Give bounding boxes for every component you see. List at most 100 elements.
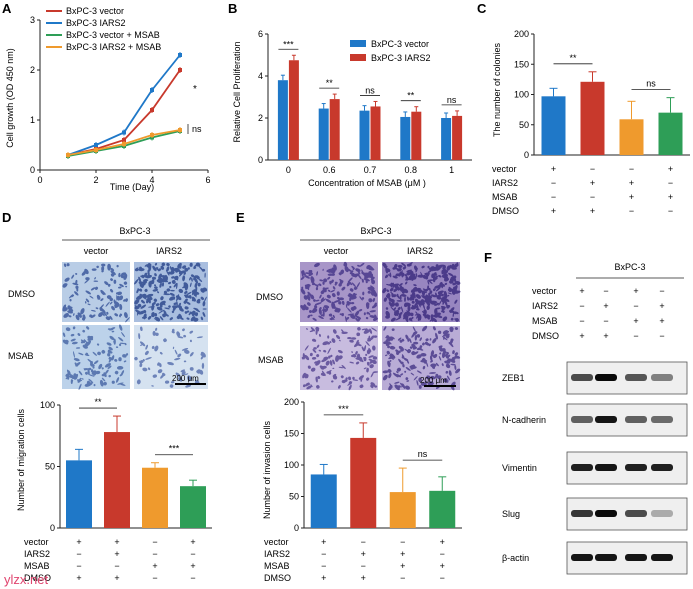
- panel-d-msab-iars2-cell: [154, 345, 159, 352]
- panel-e-msab-vector-cell: [370, 335, 375, 340]
- panel-d-msab-vector-cell: [99, 379, 104, 387]
- panel-f-band: [625, 464, 647, 471]
- panel-c-ytick-label: 0: [524, 150, 529, 160]
- panel-d-dmso-iars2-cell: [196, 277, 200, 280]
- panel-d-msab-iars2-cell: [152, 330, 156, 336]
- panel-e-dmso-iars2-cell: [411, 316, 414, 319]
- panel-d-dmso-iars2-cell: [202, 308, 207, 310]
- panel-f-row-sign: −: [659, 331, 664, 341]
- panel-e-dmso-vector-cell: [322, 268, 324, 271]
- panel-e-row-label: DMSO: [264, 573, 291, 583]
- panel-e-dmso-iars2-cell: [398, 312, 402, 320]
- panel-d-ylabel: Number of migration cells: [16, 408, 26, 511]
- panel-e-msab-vector-cell: [330, 354, 333, 358]
- panel-d-dmso-iars2-cell: [146, 263, 152, 268]
- panel-f-band: [571, 510, 593, 517]
- panel-e-col-vector: vector: [324, 246, 349, 256]
- panel-c-row-sign: +: [668, 192, 673, 202]
- panel-d-dmso-iars2-cell: [173, 282, 178, 288]
- panel-d-msab-vector-cell: [118, 337, 124, 342]
- panel-e-dmso-iars2-cell: [440, 293, 444, 297]
- panel-e-dmso-iars2-cells: [382, 262, 461, 323]
- panel-d-dmso-vector-cell: [100, 289, 105, 296]
- panel-e-msab-vector-cell: [364, 328, 368, 332]
- panel-d-dmso-vector-cell: [108, 283, 111, 287]
- panel-d-dmso-vector-cell: [107, 265, 111, 271]
- panel-b-xtick-label: 0.7: [364, 165, 377, 175]
- panel-f-band: [571, 374, 593, 381]
- panel-f-band: [651, 374, 673, 381]
- panel-d-msab-vector-cell: [108, 357, 112, 363]
- panel-e-row-sign: +: [440, 561, 445, 571]
- panel-d-msab-vector-cell: [77, 333, 81, 336]
- panel-d-dmso-iars2-cell: [204, 272, 206, 278]
- panel-d-dmso-vector-cell: [95, 307, 99, 310]
- panel-e-dmso-vector-cell: [325, 298, 332, 303]
- panel-e-dmso-vector-cell: [319, 279, 324, 282]
- panel-f-row-sign: +: [633, 316, 638, 326]
- panel-e-msab-vector-cell: [312, 349, 317, 353]
- panel-d-msab-vector-cell: [76, 379, 83, 382]
- panel-d-msab-iars2-cell: [169, 384, 174, 388]
- panel-e-msab-iars2-cell: [413, 351, 419, 355]
- panel-e-msab-vector-cell: [309, 352, 313, 357]
- panel-d-msab-iars2-cell: [145, 357, 152, 360]
- panel-a-point: [94, 143, 98, 147]
- panel-e-msab-vector-cell: [315, 376, 318, 383]
- panel-d-row-sign: +: [114, 549, 119, 559]
- panel-d-msab-vector-cell: [78, 370, 83, 376]
- panel-e-dmso-vector-cell: [365, 316, 369, 320]
- panel-c-ytick-label: 100: [514, 90, 529, 100]
- panel-f-cellline: BxPC-3: [614, 262, 645, 272]
- panel-f-band: [625, 374, 647, 381]
- panel-d-dmso-vector-cell: [75, 314, 80, 321]
- panel-f-blot-label: ZEB1: [502, 373, 525, 383]
- panel-e-dmso-iars2-cell: [414, 298, 420, 305]
- panel-e-dmso-iars2-cell: [388, 273, 390, 277]
- panel-e-msab-iars2-cell: [392, 372, 399, 378]
- panel-e-msab-iars2-cell: [387, 361, 391, 365]
- panel-e-dmso-iars2-cell: [389, 287, 394, 292]
- panel-d-msab-vector-cell: [89, 335, 94, 339]
- panel-d-msab-vector-cell: [88, 374, 95, 377]
- panel-d-dmso-iars2-cell: [193, 307, 199, 311]
- panel-d-msab-iars2-cell: [144, 350, 149, 356]
- panel-e-dmso-iars2-cell: [393, 307, 397, 311]
- panel-b-ytick-label: 0: [258, 155, 263, 165]
- panel-e-dmso-iars2-cell: [422, 310, 426, 315]
- panel-d-dmso-iars2-cell: [157, 268, 162, 272]
- panel-d-msab-vector-cell: [62, 339, 69, 345]
- panel-e-dmso-iars2-cell: [385, 268, 391, 273]
- panel-e-dmso-vector-cell: [329, 280, 332, 285]
- panel-e-dmso-vector-cell: [339, 280, 344, 286]
- panel-label-d: D: [2, 210, 11, 225]
- panel-e-dmso-vector-cell: [303, 295, 308, 300]
- panel-d-dmso-vector-cell: [90, 287, 96, 291]
- panel-e-dmso-iars2-cell: [390, 317, 396, 322]
- panel-d-dmso-iars2-cell: [161, 262, 166, 267]
- panel-d-dmso-vector-cell: [119, 313, 123, 316]
- panel-d-dmso-vector-cell: [94, 286, 99, 290]
- panel-e-msab-iars2-cell: [433, 375, 438, 380]
- panel-d-msab-vector-cell: [71, 341, 78, 345]
- panel-e-row-msab: MSAB: [258, 355, 284, 365]
- panel-f-band: [571, 464, 593, 471]
- panel-e-dmso-iars2-cell: [406, 296, 410, 301]
- panel-d-msab-iars2-cell: [189, 351, 194, 357]
- panel-f-row-sign: +: [659, 316, 664, 326]
- panel-d-dmso-vector-cell: [94, 277, 97, 280]
- panel-d-dmso-iars2-cell: [173, 267, 180, 272]
- panel-e-msab-vector-cell: [372, 371, 379, 373]
- panel-e-dmso-vector-cell: [350, 302, 355, 305]
- panel-e-msab-iars2-cell: [400, 373, 404, 376]
- panel-e-msab-vector-cell: [332, 367, 335, 370]
- panel-e-dmso-iars2-cell: [412, 306, 415, 309]
- panel-e-msab-vector-cell: [305, 328, 309, 330]
- panel-d-dmso-iars2-cell: [140, 304, 146, 309]
- panel-d-row-label: IARS2: [24, 549, 50, 559]
- panel-d-msab-iars2-cell: [155, 327, 158, 332]
- panel-b-sig-label: **: [407, 91, 415, 101]
- panel-e-dmso-vector-cell: [371, 279, 376, 285]
- panel-e-dmso-iars2-cell: [404, 315, 409, 322]
- panel-e-msab-iars2-cell: [442, 335, 448, 341]
